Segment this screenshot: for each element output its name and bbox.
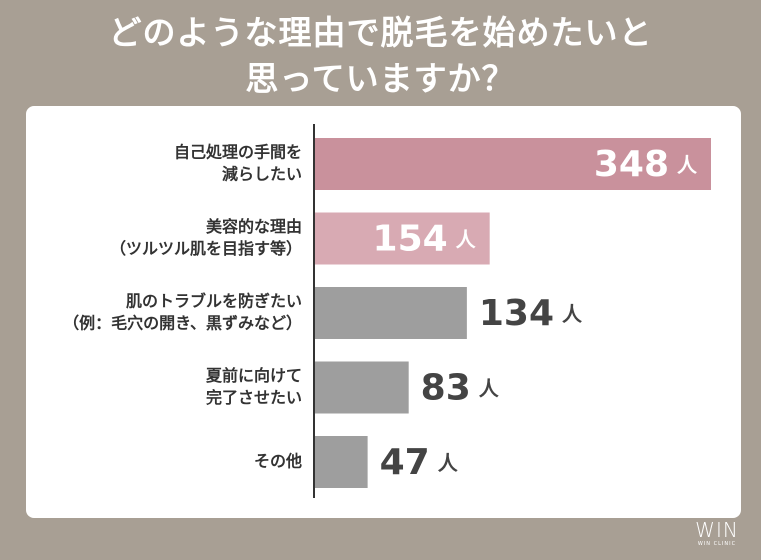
category-label-1-line-1: 自己処理の手間を xyxy=(174,143,302,162)
value-label-1: 348 人 xyxy=(594,144,698,185)
category-label-3-line-2: （例：毛穴の開き、黒ずみなど） xyxy=(63,314,302,333)
value-label-5: 47 人 xyxy=(380,442,459,483)
bar-2 xyxy=(314,212,490,265)
value-label-2: 154 人 xyxy=(373,219,477,260)
category-label-2-line-1: 美容的な理由 xyxy=(206,217,302,236)
chart-title: どのような理由で脱毛を始めたいと 思っていますか？ xyxy=(0,10,761,102)
title-line-1: どのような理由で脱毛を始めたいと xyxy=(108,13,653,52)
chart-card: 自己処理の手間を減らしたい 348 人美容的な理由 （ツルツル肌を目指す等） 154 人肌… xyxy=(26,106,741,518)
title-line-2: 思っていますか？ xyxy=(245,59,516,98)
bar-4 xyxy=(314,361,409,414)
category-label-2-line-2: （ツルツル肌を目指す等） xyxy=(110,239,302,258)
win-logo: WIN WIN CLINIC xyxy=(690,520,744,548)
value-label-3: 134 人 xyxy=(479,293,583,334)
bar-3 xyxy=(314,287,467,339)
category-label-3-line-1: 肌のトラブルを防ぎたい xyxy=(126,292,302,311)
category-label-1-line-2: 減らしたい xyxy=(222,165,302,184)
logo-text: WIN xyxy=(695,518,739,542)
value-label-4: 83 人 xyxy=(421,368,500,409)
category-label-4-line-2: 完了させたい xyxy=(206,388,302,407)
bar-1 xyxy=(314,138,711,190)
logo-subtext: WIN CLINIC xyxy=(697,541,737,547)
category-label-4-line-1: 夏前に向けて xyxy=(205,366,302,385)
category-label-5-line-1: その他 xyxy=(254,452,302,471)
bar-5 xyxy=(314,436,368,488)
